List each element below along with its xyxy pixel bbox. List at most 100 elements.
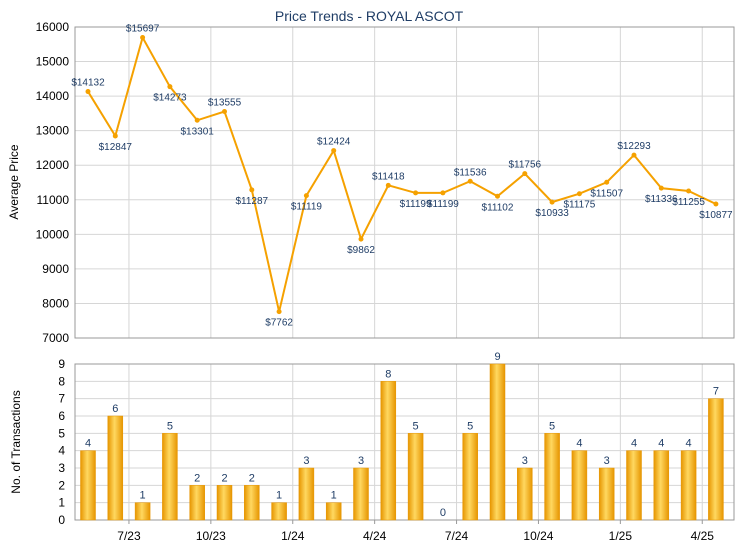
price-data-label: $11418 <box>372 171 405 182</box>
price-data-label: $11336 <box>645 194 678 205</box>
price-data-label: $11287 <box>235 196 268 207</box>
price-point <box>222 108 227 114</box>
transactions-y-tick-label: 3 <box>58 461 65 475</box>
transactions-y-tick-label: 9 <box>58 357 65 371</box>
price-y-tick-label: 15000 <box>36 55 70 69</box>
transactions-y-tick-label: 8 <box>58 374 65 388</box>
price-y-tick-label: 9000 <box>42 262 69 276</box>
price-series-line <box>87 34 717 312</box>
price-point <box>495 193 500 199</box>
price-point <box>658 185 664 191</box>
transaction-count-label: 8 <box>385 368 391 380</box>
transactions-panel: 0 1 2 3 4 5 6 7 8 9 No. of Transactions 4 6 1 5 2 2 2 1 3… <box>9 351 735 543</box>
price-point <box>440 190 446 196</box>
transaction-count-label: 3 <box>303 455 309 467</box>
transaction-bar <box>517 467 533 521</box>
price-panel: 7000 8000 9000 10000 11000 12000 13000 14000 150… <box>7 20 735 345</box>
transaction-bar <box>80 450 96 521</box>
x-tick-label: 10/23 <box>196 529 226 543</box>
transaction-bar <box>708 398 724 521</box>
transaction-count-label: 2 <box>194 472 200 484</box>
transaction-count-label: 4 <box>631 438 637 450</box>
price-data-label: $12424 <box>317 137 351 148</box>
transaction-bar <box>244 485 260 521</box>
transaction-count-label: 5 <box>167 420 173 432</box>
price-point <box>303 193 309 199</box>
transactions-y-tick-label: 5 <box>58 426 65 440</box>
transaction-count-label: 7 <box>713 386 719 398</box>
price-y-tick-label: 12000 <box>36 158 70 172</box>
transaction-count-label: 9 <box>494 351 500 363</box>
x-tick-label: 4/24 <box>363 529 387 543</box>
transaction-count-label: 3 <box>358 455 364 467</box>
transaction-count-label: 1 <box>140 490 146 502</box>
transaction-bar <box>653 450 670 521</box>
price-data-label: $10877 <box>699 210 733 221</box>
transaction-count-label: 0 <box>440 507 446 519</box>
transactions-y-axis-label: No. of Transactions <box>9 390 23 493</box>
transaction-count-label: 4 <box>658 438 664 450</box>
transaction-count-label: 1 <box>276 490 282 502</box>
transaction-bar <box>134 502 151 521</box>
price-point <box>331 148 337 154</box>
transaction-count-label: 4 <box>85 438 91 450</box>
price-data-label: $11507 <box>590 188 623 199</box>
price-data-label: $14132 <box>71 78 105 89</box>
x-tick-label: 7/23 <box>117 529 141 543</box>
price-data-label: $11255 <box>672 197 705 208</box>
price-data-label: $11175 <box>563 200 595 211</box>
price-data-label: $10933 <box>535 208 569 219</box>
transaction-count-label: 2 <box>221 472 227 484</box>
x-tick-label: 1/24 <box>281 529 305 543</box>
transactions-y-tick-label: 7 <box>58 392 65 406</box>
price-point <box>631 152 637 158</box>
price-point <box>686 188 692 194</box>
price-point <box>249 187 255 193</box>
price-point <box>85 89 91 95</box>
price-point <box>167 84 173 90</box>
transaction-bar <box>407 433 424 521</box>
transaction-bar <box>680 450 697 521</box>
transactions-y-tick-label: 4 <box>58 444 65 458</box>
price-point <box>358 236 364 242</box>
transaction-bar <box>462 433 478 521</box>
transaction-bar <box>162 433 178 521</box>
transaction-count-label: 5 <box>549 420 555 432</box>
transaction-count-label: 3 <box>522 455 528 467</box>
transaction-bar <box>598 467 615 521</box>
x-tick-label: 4/25 <box>691 529 715 543</box>
price-data-label: $7762 <box>265 318 293 329</box>
price-point <box>713 201 719 207</box>
price-plot-frame <box>74 26 735 339</box>
transaction-bar <box>271 502 287 521</box>
price-data-label: $11119 <box>291 202 323 213</box>
price-data-label: $11199 <box>400 199 432 210</box>
price-point <box>604 179 610 185</box>
x-tick-label: 7/24 <box>445 529 469 543</box>
price-data-label: $13301 <box>181 126 215 137</box>
x-tick-label: 1/25 <box>609 529 633 543</box>
price-y-tick-label: 10000 <box>36 227 70 241</box>
price-y-tick-label: 14000 <box>36 89 70 103</box>
price-y-tick-label: 8000 <box>42 296 69 310</box>
price-data-label: $15697 <box>126 23 160 34</box>
price-data-label: $11536 <box>454 167 487 178</box>
transaction-count-label: 2 <box>249 472 255 484</box>
price-data-label: $14273 <box>153 93 187 104</box>
price-point <box>140 34 146 40</box>
transaction-count-label: 6 <box>112 403 118 415</box>
transaction-bar <box>325 502 342 521</box>
price-point <box>576 191 582 197</box>
price-point <box>194 117 200 123</box>
price-point <box>276 309 282 315</box>
transactions-y-tick-label: 0 <box>58 513 65 527</box>
price-y-tick-label: 16000 <box>36 20 70 34</box>
transaction-bar <box>298 467 315 521</box>
transactions-plot-frame <box>74 363 735 521</box>
transaction-count-label: 3 <box>604 455 610 467</box>
price-data-label: $11102 <box>482 202 514 213</box>
transaction-bar <box>544 433 560 521</box>
transaction-bar <box>380 381 397 521</box>
